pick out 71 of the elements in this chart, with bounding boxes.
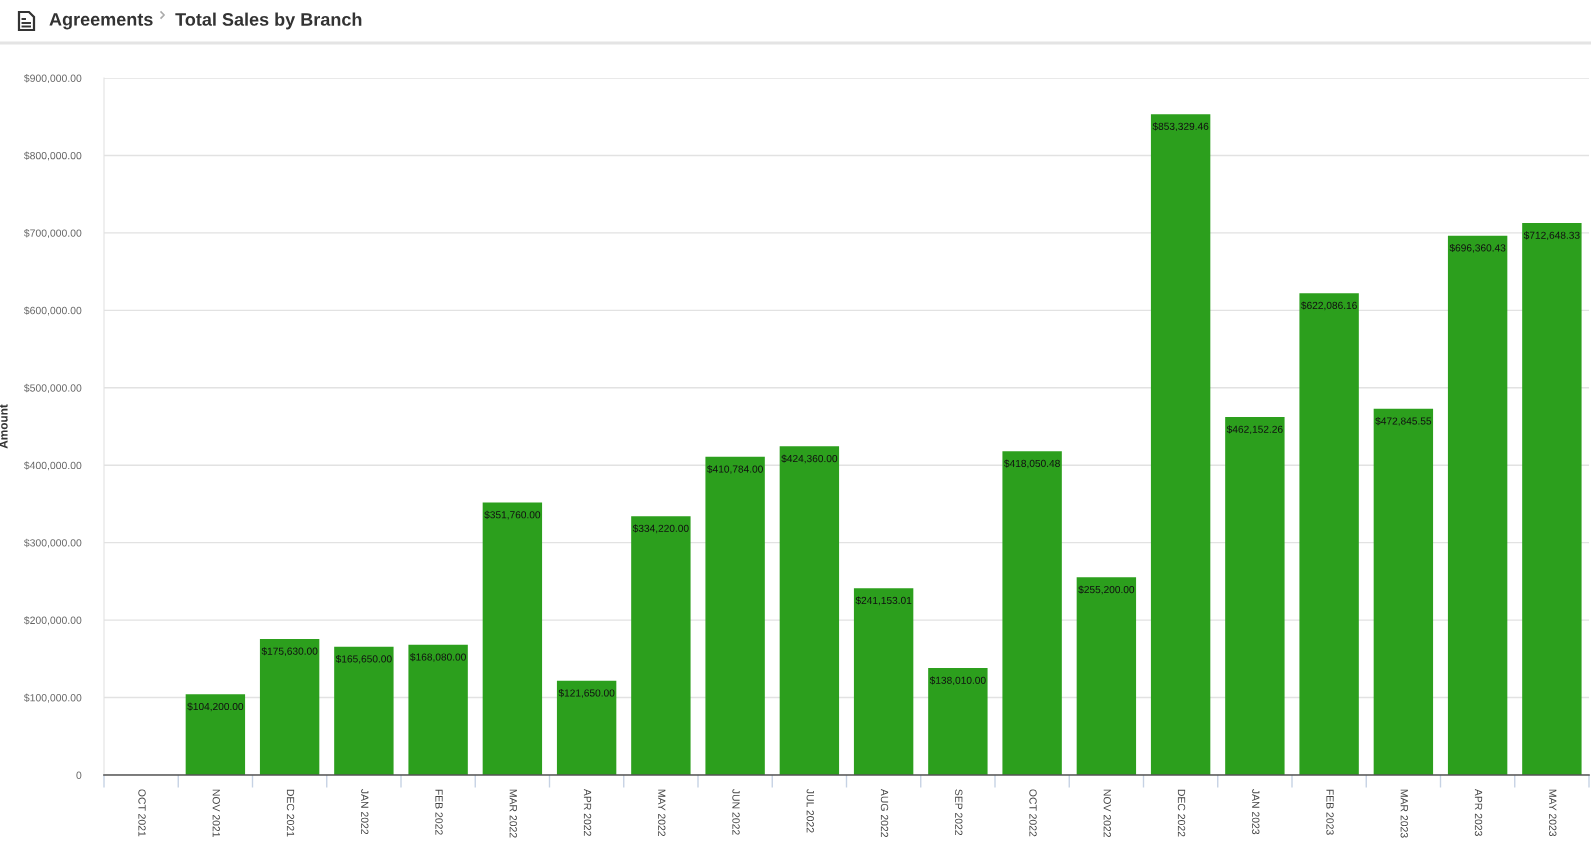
x-tick-label: MAR 2023 — [1400, 789, 1408, 838]
bar — [556, 680, 617, 775]
y-tick-label: $500,000.00 — [23, 383, 82, 393]
data-label: $853,329.46 — [1152, 122, 1209, 132]
y-tick-label: $100,000.00 — [23, 693, 82, 703]
bar — [1299, 293, 1359, 775]
data-label: $334,220.00 — [632, 524, 689, 534]
bar — [259, 638, 320, 775]
bar — [1522, 223, 1582, 775]
x-tick-label: FEB 2022 — [435, 789, 443, 835]
data-label: $104,200.00 — [187, 702, 244, 712]
data-label: $696,360.43 — [1449, 243, 1506, 253]
x-tick-label: NOV 2021 — [212, 789, 220, 838]
y-tick-label: $900,000.00 — [23, 74, 82, 84]
x-tick-label: DEC 2021 — [286, 789, 295, 837]
bar — [334, 646, 394, 775]
x-tick-label: APR 2022 — [583, 788, 592, 836]
bar — [705, 456, 765, 775]
data-label: $255,200.00 — [1078, 585, 1135, 595]
x-tick-label: JUN 2022 — [732, 789, 740, 835]
bar — [631, 516, 691, 775]
y-tick-label: $400,000.00 — [23, 461, 82, 471]
data-label: $175,630.00 — [261, 647, 318, 656]
data-label: $418,050.48 — [1004, 459, 1060, 469]
bar — [1373, 408, 1434, 775]
y-axis-title: Amount — [0, 404, 8, 449]
data-label: $424,360.00 — [781, 454, 838, 464]
bar — [779, 446, 840, 775]
y-tick-label: $600,000.00 — [23, 306, 82, 316]
bar — [408, 644, 468, 775]
data-label: $622,086.16 — [1301, 301, 1357, 311]
bar — [853, 588, 914, 775]
data-label: $410,784.00 — [707, 465, 763, 474]
chart-subtitle: Total Sales by Branch — [175, 12, 362, 30]
x-tick-label: AUG 2022 — [880, 788, 889, 838]
bar — [1225, 417, 1285, 775]
y-tick-label: $300,000.00 — [23, 538, 82, 548]
y-tick-label: $700,000.00 — [23, 228, 82, 238]
data-label: $351,760.00 — [484, 510, 541, 520]
x-tick-label: OCT 2021 — [138, 789, 146, 837]
bar — [1002, 451, 1062, 775]
y-tick-label: 0 — [76, 771, 82, 779]
x-tick-label: JAN 2023 — [1252, 789, 1260, 835]
bar — [928, 668, 988, 775]
x-tick-label: JUL 2022 — [806, 789, 814, 833]
data-label: $121,650.00 — [558, 688, 615, 698]
x-tick-label: APR 2023 — [1474, 788, 1483, 836]
data-label: $462,152.26 — [1226, 425, 1283, 435]
y-tick-label: $800,000.00 — [23, 151, 82, 161]
chart-title: Agreements — [49, 13, 153, 30]
data-label: $165,650.00 — [335, 654, 392, 664]
x-tick-label: MAR 2022 — [509, 789, 517, 838]
x-tick-label: OCT 2022 — [1029, 789, 1037, 837]
x-tick-label: SEP 2022 — [955, 789, 963, 836]
bar — [1447, 235, 1508, 775]
x-tick-label: JAN 2022 — [361, 789, 369, 835]
x-tick-label: FEB 2023 — [1326, 789, 1334, 835]
y-tick-label: $200,000.00 — [23, 616, 82, 626]
bar — [185, 694, 246, 775]
x-tick-label: MAY 2023 — [1549, 789, 1557, 837]
bar — [482, 502, 543, 775]
data-label: $472,845.55 — [1375, 416, 1432, 426]
data-label: $712,648.33 — [1523, 231, 1580, 241]
bar — [1150, 114, 1211, 775]
x-tick-label: NOV 2022 — [1103, 789, 1111, 838]
data-label: $241,153.01 — [855, 596, 912, 606]
data-label: $168,080.00 — [410, 653, 466, 662]
data-label: $138,010.00 — [929, 676, 986, 686]
x-tick-label: MAY 2022 — [658, 789, 666, 837]
bar — [1076, 577, 1137, 775]
x-tick-label: DEC 2022 — [1177, 789, 1186, 837]
